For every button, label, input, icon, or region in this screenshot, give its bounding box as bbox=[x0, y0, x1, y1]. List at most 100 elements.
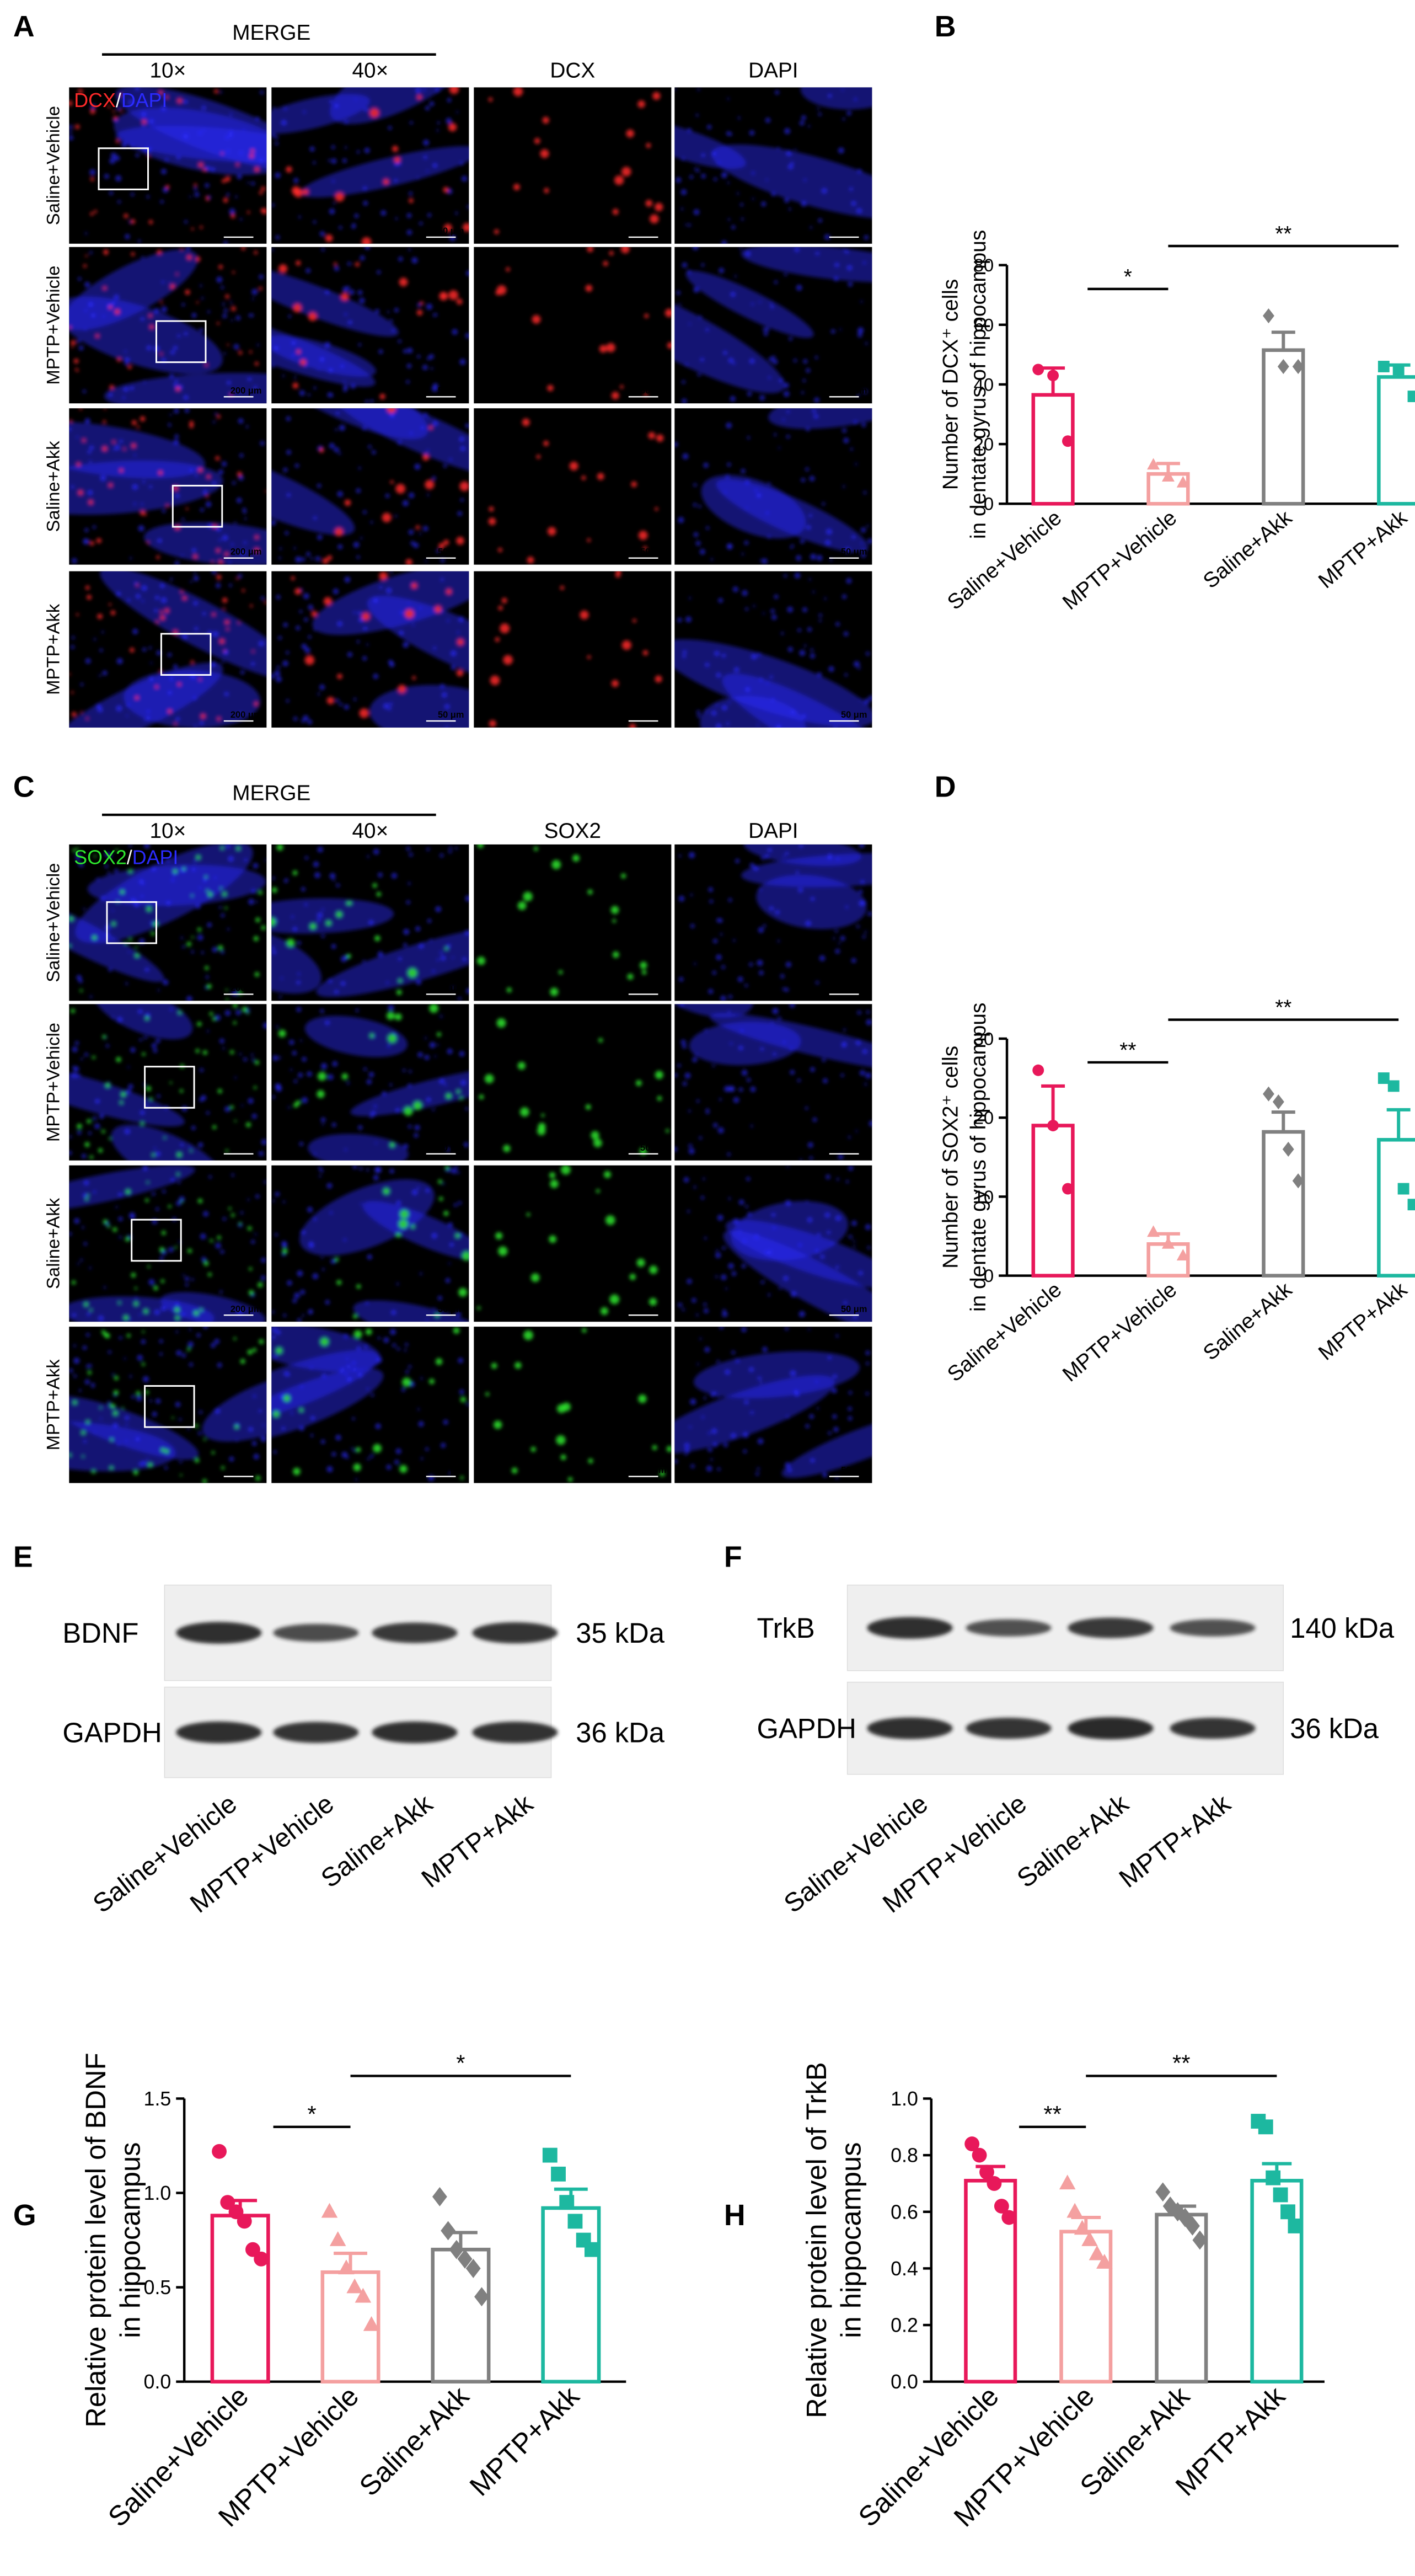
marker-cell bbox=[292, 382, 299, 389]
scale-bar-label: 200 μm bbox=[231, 1143, 262, 1153]
nucleus bbox=[303, 715, 309, 721]
marker-cell bbox=[109, 603, 111, 606]
nucleus bbox=[123, 386, 128, 392]
nucleus bbox=[271, 203, 275, 207]
marker-cell bbox=[248, 1290, 254, 1295]
marker-cell bbox=[142, 119, 147, 124]
nucleus bbox=[165, 900, 171, 906]
nucleus bbox=[737, 116, 741, 120]
nucleus bbox=[431, 1233, 437, 1239]
nucleus bbox=[181, 1312, 185, 1316]
nucleus bbox=[398, 339, 401, 343]
nucleus bbox=[773, 1052, 776, 1056]
nucleus bbox=[108, 1350, 111, 1354]
marker-cell bbox=[155, 685, 158, 689]
nucleus bbox=[844, 632, 849, 637]
nucleus bbox=[191, 548, 196, 553]
nucleus bbox=[845, 1180, 849, 1183]
marker-cell bbox=[503, 1145, 511, 1152]
marker-cell bbox=[237, 472, 242, 477]
nucleus bbox=[696, 710, 700, 714]
marker-cell bbox=[387, 1034, 397, 1043]
marker-cell bbox=[261, 925, 266, 930]
nucleus bbox=[371, 1393, 374, 1397]
micrograph-texture bbox=[69, 844, 267, 1001]
marker-cell bbox=[176, 1173, 180, 1176]
nucleus bbox=[238, 418, 244, 424]
marker-cell bbox=[102, 446, 108, 452]
nucleus bbox=[447, 619, 449, 622]
nucleus bbox=[431, 367, 433, 370]
data-point bbox=[1185, 2216, 1200, 2236]
marker-cell bbox=[168, 1205, 171, 1209]
nucleus bbox=[810, 653, 815, 659]
marker-cell bbox=[222, 597, 228, 603]
micrograph-texture bbox=[476, 844, 647, 996]
marker-cell bbox=[300, 359, 307, 366]
scale-bar-label: 50 μm bbox=[841, 386, 867, 396]
data-point bbox=[567, 2214, 583, 2229]
bar bbox=[1262, 1130, 1305, 1278]
nucleus bbox=[426, 847, 430, 851]
marker-cell bbox=[225, 1149, 229, 1153]
nucleus bbox=[223, 308, 228, 313]
marker-cell bbox=[194, 1311, 199, 1316]
nucleus bbox=[767, 535, 771, 539]
nucleus bbox=[255, 1194, 260, 1199]
nucleus bbox=[304, 617, 308, 622]
nucleus bbox=[84, 282, 90, 287]
marker-cell bbox=[347, 901, 352, 905]
nucleus bbox=[770, 1022, 774, 1024]
nucleus bbox=[152, 1192, 156, 1196]
nucleus bbox=[157, 538, 162, 543]
marker-cell bbox=[398, 1219, 408, 1229]
nucleus bbox=[128, 950, 131, 953]
nucleus bbox=[191, 867, 196, 872]
marker-cell bbox=[271, 887, 277, 893]
data-point bbox=[1059, 2174, 1076, 2190]
nucleus bbox=[832, 1414, 837, 1419]
nucleus bbox=[84, 418, 90, 424]
nucleus bbox=[410, 431, 413, 435]
dapi-band bbox=[271, 1350, 379, 1426]
nucleus bbox=[240, 1211, 244, 1215]
marker-cell bbox=[109, 384, 114, 390]
nucleus bbox=[225, 1010, 231, 1016]
nucleus bbox=[769, 906, 774, 911]
nucleus bbox=[763, 332, 768, 336]
nucleus bbox=[783, 1275, 789, 1281]
blot-band bbox=[867, 1717, 953, 1739]
nucleus bbox=[124, 1358, 126, 1360]
nucleus bbox=[678, 303, 681, 306]
marker-cell bbox=[506, 267, 510, 272]
nucleus bbox=[439, 1078, 445, 1084]
marker-cell bbox=[359, 708, 369, 718]
nucleus bbox=[253, 863, 259, 869]
nucleus bbox=[69, 135, 73, 141]
marker-cell bbox=[236, 163, 239, 167]
nucleus bbox=[725, 474, 730, 479]
nucleus bbox=[80, 683, 84, 686]
nucleus bbox=[758, 927, 764, 933]
data-point bbox=[432, 2187, 447, 2206]
marker-cell bbox=[203, 1438, 206, 1441]
marker-cell bbox=[147, 1265, 151, 1268]
nucleus bbox=[310, 1434, 314, 1437]
marker-cell bbox=[500, 623, 510, 634]
nucleus bbox=[465, 1107, 469, 1110]
nucleus bbox=[375, 309, 379, 313]
nucleus bbox=[304, 365, 308, 368]
nucleus bbox=[304, 903, 308, 906]
nucleus bbox=[432, 476, 436, 480]
nucleus bbox=[741, 553, 744, 555]
nucleus bbox=[808, 125, 811, 127]
x-tick-label: Saline+Vehicle bbox=[943, 1278, 1066, 1386]
nucleus bbox=[423, 155, 427, 159]
nucleus bbox=[153, 1147, 156, 1150]
nucleus bbox=[227, 381, 231, 385]
nucleus bbox=[71, 485, 74, 489]
nucleus bbox=[101, 630, 104, 633]
nucleus bbox=[418, 1421, 424, 1427]
nucleus bbox=[128, 844, 132, 847]
